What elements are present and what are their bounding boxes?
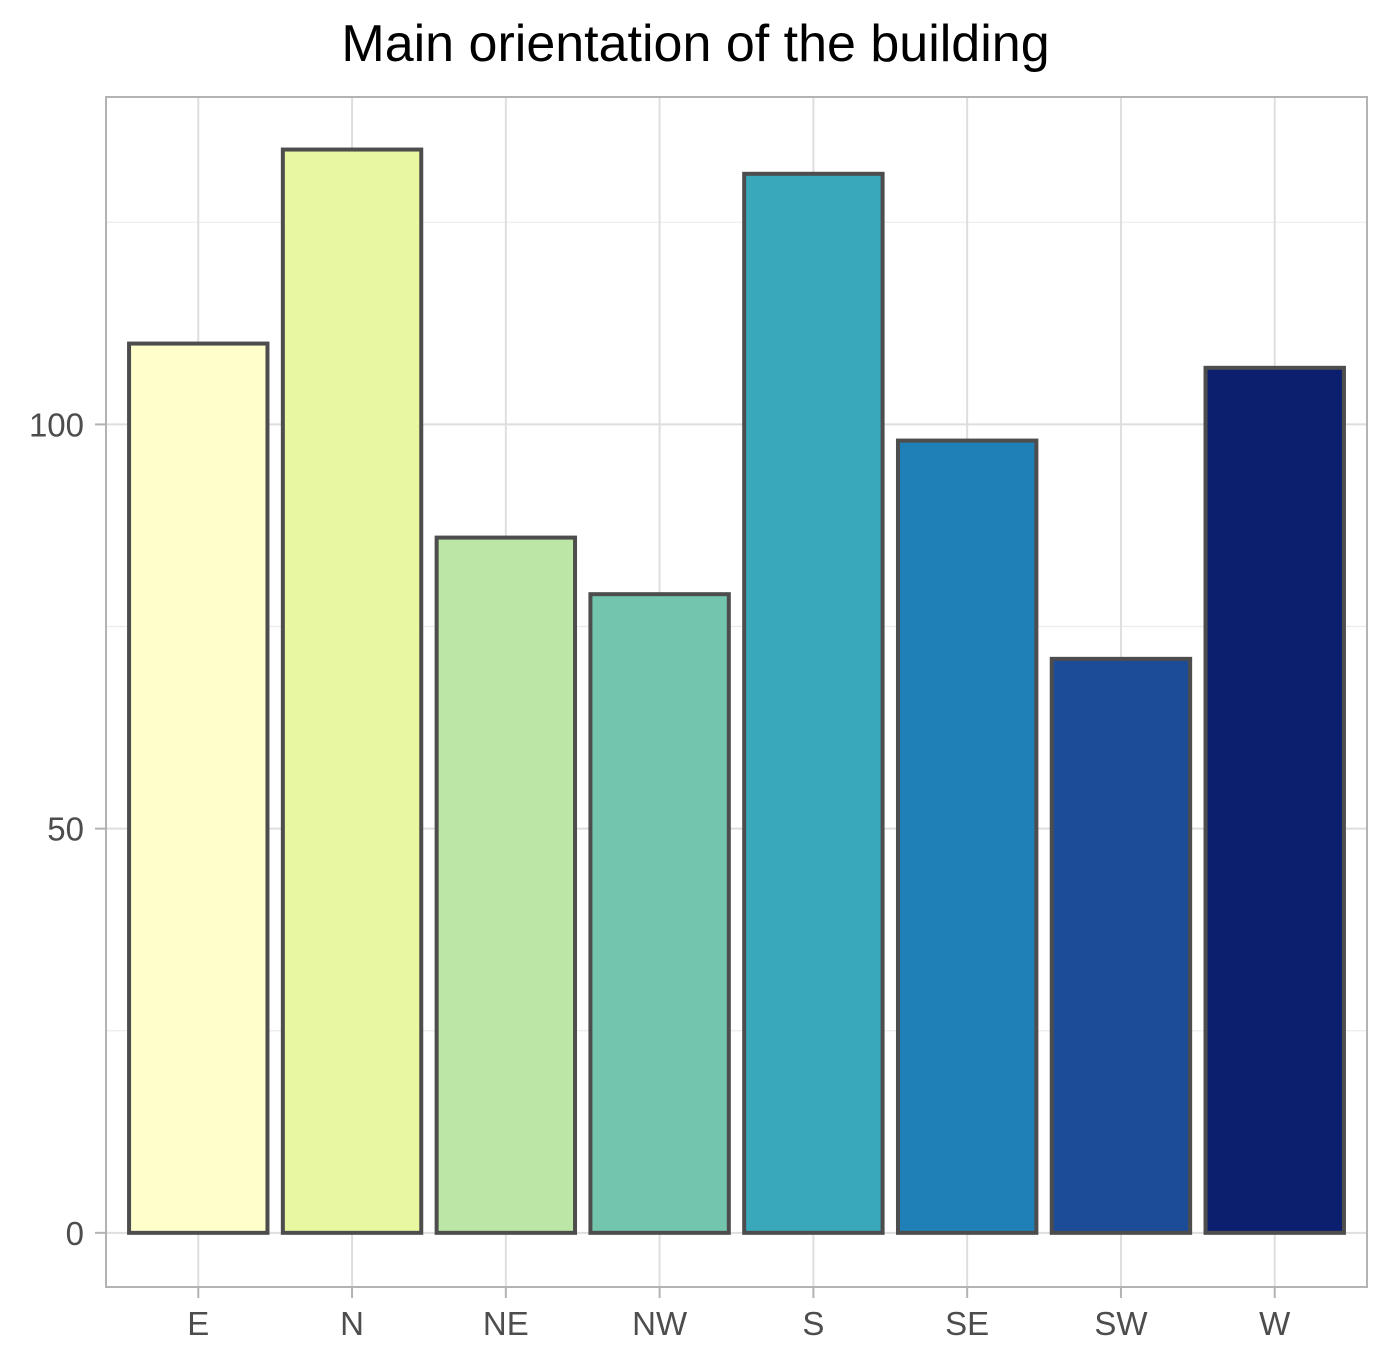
x-tick-label: E — [187, 1305, 209, 1342]
axes: 0 50 100 E N NE NW S SE SW W — [29, 96, 1368, 1342]
bar-s — [742, 171, 885, 1235]
y-tick-label: 50 — [47, 811, 84, 848]
y-tick-label: 0 — [66, 1215, 84, 1252]
y-tick-label: 100 — [29, 406, 84, 443]
x-tick-label: S — [802, 1305, 824, 1342]
bar-ne — [434, 535, 578, 1235]
bar-nw — [588, 592, 731, 1235]
panel-border — [105, 96, 1368, 1288]
chart-title: Main orientation of the building — [341, 15, 1050, 73]
x-tick-label: SE — [945, 1305, 989, 1342]
bar-w — [1203, 365, 1346, 1235]
bar-e — [127, 341, 270, 1235]
x-tick-label: W — [1259, 1305, 1291, 1342]
bar-se — [895, 438, 1039, 1235]
bar-sw — [1049, 656, 1193, 1235]
x-tick-label: NW — [632, 1305, 688, 1342]
bars — [127, 147, 1346, 1235]
x-tick-label: N — [340, 1305, 364, 1342]
x-tick-label: NE — [483, 1305, 529, 1342]
x-tick-label: SW — [1094, 1305, 1148, 1342]
bar-n — [280, 147, 424, 1235]
